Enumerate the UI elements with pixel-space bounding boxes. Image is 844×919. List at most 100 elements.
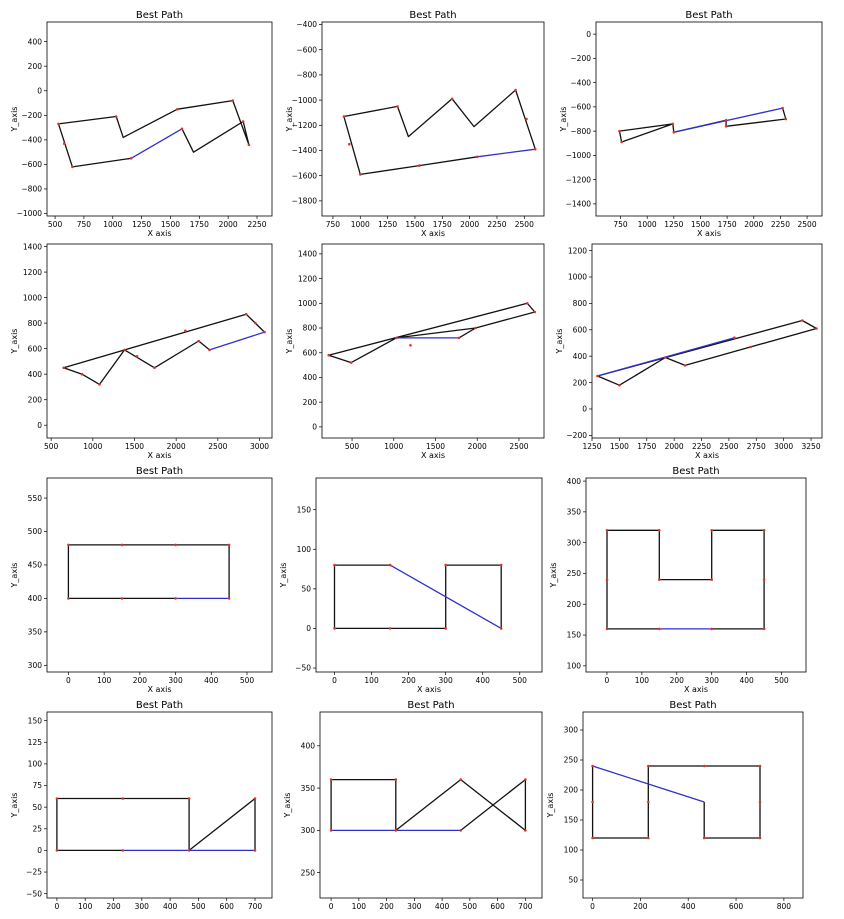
waypoint-marker <box>176 107 179 111</box>
waypoint-marker <box>409 344 412 347</box>
x-tick-label: 200 <box>633 902 648 911</box>
x-tick-label: 0 <box>55 902 60 911</box>
y-tick-label: 300 <box>28 661 43 670</box>
waypoint-marker <box>227 543 231 547</box>
waypoint-marker <box>395 336 398 340</box>
x-tick-label: 1000 <box>83 442 102 451</box>
y-tick-label: 300 <box>301 826 316 835</box>
x-tick-label: 1250 <box>664 220 683 229</box>
y-tick-label: 500 <box>28 527 43 536</box>
x-tick-label: 2250 <box>692 442 711 451</box>
y-tick-label: 800 <box>573 299 588 308</box>
plot-frame <box>46 477 273 673</box>
waypoint-marker <box>263 330 266 334</box>
plot-frame <box>46 243 273 439</box>
waypoint-marker <box>55 797 59 800</box>
best-path-line <box>57 99 250 168</box>
x-tick-label: 500 <box>44 442 59 451</box>
y-tick-label: 400 <box>303 373 318 382</box>
y-tick-label: −50 <box>295 664 311 673</box>
y-tick-label: 400 <box>28 594 43 603</box>
y-tick-label: 400 <box>301 742 316 751</box>
waypoint-marker <box>647 800 650 804</box>
x-tick-label: 600 <box>220 902 235 911</box>
plot-frame <box>582 711 804 899</box>
y-tick-label: −200 <box>566 431 587 440</box>
y-tick-label: 400 <box>28 37 43 46</box>
best-path-line <box>328 302 536 364</box>
x-tick-label: 750 <box>77 220 92 229</box>
y-tick-label: 100 <box>564 846 579 855</box>
waypoint-marker <box>80 372 84 376</box>
y-tick-label: 75 <box>32 781 42 790</box>
waypoint-marker <box>329 829 333 832</box>
x-tick-label: 2250 <box>771 220 790 229</box>
x-tick-label: 750 <box>326 220 341 229</box>
y-tick-label: 300 <box>567 538 582 547</box>
x-tick-label: 0 <box>66 676 71 685</box>
x-tick-label: 200 <box>379 902 394 911</box>
y-tick-label: 150 <box>567 631 582 640</box>
y-axis-label: Y_axis <box>546 793 555 819</box>
x-tick-label: 700 <box>248 902 263 911</box>
x-tick-label: 200 <box>106 902 121 911</box>
y-tick-label: 250 <box>567 569 582 578</box>
y-tick-label: −50 <box>26 889 42 898</box>
y-tick-label: 200 <box>303 398 318 407</box>
waypoint-marker <box>658 578 661 581</box>
y-axis-label: Y_axis <box>285 107 294 133</box>
waypoint-marker <box>187 797 191 800</box>
best-path-line <box>56 797 190 852</box>
plot-frame <box>585 477 807 673</box>
y-tick-label: 200 <box>28 395 43 404</box>
x-tick-label: 1250 <box>378 220 397 229</box>
waypoint-marker <box>596 374 599 378</box>
y-tick-label: 600 <box>573 325 588 334</box>
chart-title: Best Path <box>136 10 183 21</box>
y-tick-label: −400 <box>296 20 317 29</box>
y-tick-label: 250 <box>301 868 316 877</box>
waypoint-marker <box>733 336 736 339</box>
chart-panel-6: 1250 1500 1750 2000 2250 2500 2750 3000 3250 −200… <box>555 243 823 460</box>
chart-title: Best Path <box>672 466 719 477</box>
x-tick-label: 200 <box>401 676 416 685</box>
chart-panel-3: Best Path 750 1000 1250 1500 1750 2000 2250 2500… <box>559 10 823 238</box>
waypoint-marker <box>702 764 706 768</box>
x-tick-label: 2000 <box>460 220 479 229</box>
waypoint-marker <box>459 829 462 832</box>
y-tick-label: 0 <box>582 405 587 414</box>
waypoint-marker <box>254 321 257 325</box>
y-tick-label: 100 <box>28 760 43 769</box>
chart-svg-9: Best Path 0 100 200 300 400 500 100 150 200 250 300… <box>549 466 807 694</box>
x-tick-label: 100 <box>97 676 112 685</box>
y-tick-label: −1800 <box>292 197 318 206</box>
x-tick-label: 2500 <box>509 442 528 451</box>
waypoint-marker <box>450 97 454 101</box>
y-tick-label: 200 <box>573 378 588 387</box>
waypoint-marker <box>499 627 503 630</box>
x-tick-label: 1500 <box>125 442 144 451</box>
waypoint-marker <box>591 836 594 840</box>
x-axis-label: X axis <box>684 685 708 694</box>
y-tick-label: 250 <box>564 756 579 765</box>
best-path-line <box>188 797 256 851</box>
best-path-line <box>591 765 761 839</box>
x-tick-label: 1250 <box>582 442 601 451</box>
waypoint-marker <box>241 120 245 123</box>
waypoint-marker <box>658 529 661 532</box>
waypoint-marker <box>71 165 74 169</box>
x-tick-label: 200 <box>670 676 685 685</box>
waypoint-marker <box>534 147 537 151</box>
x-tick-label: 100 <box>364 676 379 685</box>
waypoint-marker <box>524 829 527 832</box>
x-tick-label: 100 <box>78 902 93 911</box>
x-tick-label: 0 <box>605 676 610 685</box>
y-tick-label: −1400 <box>566 200 592 209</box>
waypoint-marker <box>67 597 70 600</box>
y-tick-label: 0 <box>306 624 311 633</box>
y-tick-label: 1000 <box>568 273 587 282</box>
waypoint-marker <box>781 106 784 110</box>
waypoint-marker <box>253 797 257 800</box>
x-tick-label: 100 <box>352 902 367 911</box>
waypoint-marker <box>526 302 529 305</box>
